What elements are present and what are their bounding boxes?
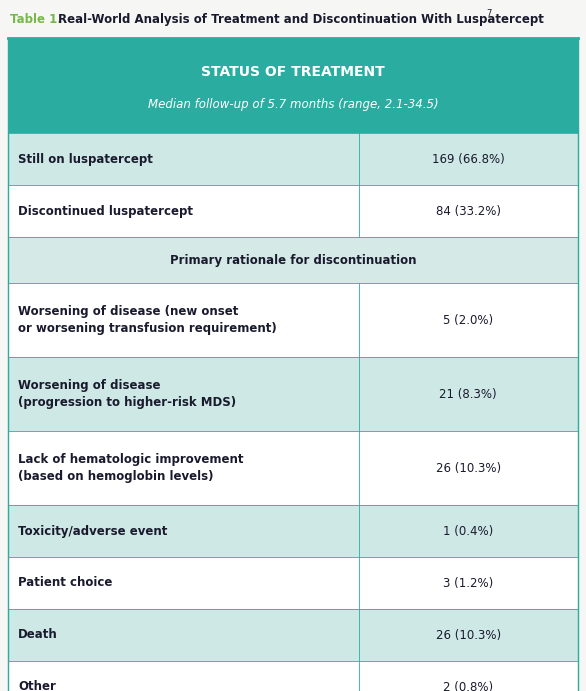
FancyBboxPatch shape	[8, 133, 359, 185]
Text: Worsening of disease (new onset
or worsening transfusion requirement): Worsening of disease (new onset or worse…	[18, 305, 277, 334]
Text: 26 (10.3%): 26 (10.3%)	[436, 462, 501, 475]
FancyBboxPatch shape	[359, 133, 578, 185]
FancyBboxPatch shape	[8, 557, 359, 609]
Text: 1 (0.4%): 1 (0.4%)	[443, 524, 493, 538]
Text: Worsening of disease
(progression to higher-risk MDS): Worsening of disease (progression to hig…	[18, 379, 236, 409]
Text: 169 (66.8%): 169 (66.8%)	[432, 153, 505, 166]
FancyBboxPatch shape	[8, 505, 359, 557]
Text: 84 (33.2%): 84 (33.2%)	[436, 205, 501, 218]
Text: Still on luspatercept: Still on luspatercept	[18, 153, 153, 166]
Text: 7: 7	[486, 8, 492, 17]
FancyBboxPatch shape	[359, 557, 578, 609]
Text: Median follow-up of 5.7 months (range, 2.1-34.5): Median follow-up of 5.7 months (range, 2…	[148, 98, 438, 111]
Text: 2 (0.8%): 2 (0.8%)	[443, 681, 493, 691]
FancyBboxPatch shape	[359, 609, 578, 661]
Text: Table 1.: Table 1.	[10, 12, 62, 26]
FancyBboxPatch shape	[8, 661, 359, 691]
Text: 3 (1.2%): 3 (1.2%)	[443, 576, 493, 589]
FancyBboxPatch shape	[359, 357, 578, 431]
FancyBboxPatch shape	[8, 357, 359, 431]
Text: Primary rationale for discontinuation: Primary rationale for discontinuation	[170, 254, 416, 267]
FancyBboxPatch shape	[8, 283, 359, 357]
Text: Other: Other	[18, 681, 56, 691]
Text: Patient choice: Patient choice	[18, 576, 113, 589]
FancyBboxPatch shape	[359, 661, 578, 691]
FancyBboxPatch shape	[359, 505, 578, 557]
Text: Discontinued luspatercept: Discontinued luspatercept	[18, 205, 193, 218]
FancyBboxPatch shape	[8, 38, 578, 133]
FancyBboxPatch shape	[8, 431, 359, 505]
FancyBboxPatch shape	[359, 431, 578, 505]
Text: Real-World Analysis of Treatment and Discontinuation With Luspatercept: Real-World Analysis of Treatment and Dis…	[58, 12, 544, 26]
Text: Toxicity/adverse event: Toxicity/adverse event	[18, 524, 168, 538]
Text: 21 (8.3%): 21 (8.3%)	[440, 388, 497, 401]
Text: 26 (10.3%): 26 (10.3%)	[436, 629, 501, 641]
FancyBboxPatch shape	[8, 237, 578, 283]
FancyBboxPatch shape	[359, 283, 578, 357]
FancyBboxPatch shape	[8, 609, 359, 661]
Text: Lack of hematologic improvement
(based on hemoglobin levels): Lack of hematologic improvement (based o…	[18, 453, 244, 483]
Text: STATUS OF TREATMENT: STATUS OF TREATMENT	[201, 65, 385, 79]
Text: Death: Death	[18, 629, 58, 641]
FancyBboxPatch shape	[359, 185, 578, 237]
Text: 5 (2.0%): 5 (2.0%)	[443, 314, 493, 327]
FancyBboxPatch shape	[8, 185, 359, 237]
